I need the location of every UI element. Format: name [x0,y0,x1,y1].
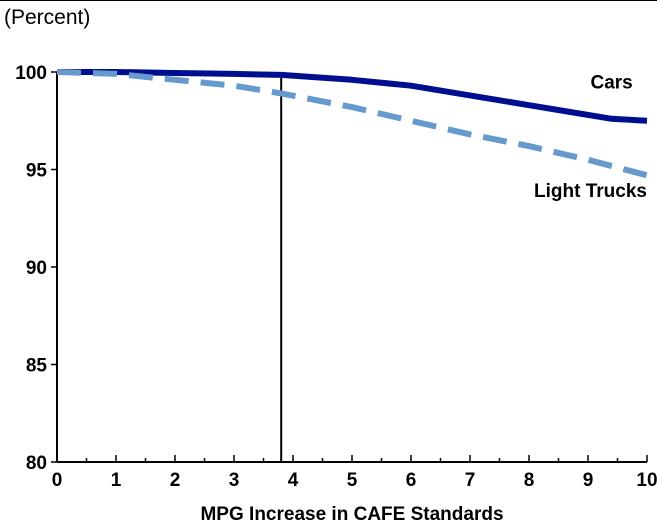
y-tick-label: 100 [15,63,47,84]
top-rule [0,0,657,1]
y-tick-label: 95 [26,161,48,182]
x-tick-label: 5 [347,470,358,491]
x-tick-label: 2 [170,470,181,491]
tick-labels: 0 1 2 3 4 5 6 7 8 9 10 80 85 90 95 100 [15,63,657,491]
x-tick-label: 6 [406,470,417,491]
y-tick-label: 80 [26,453,47,474]
series-line-cars [57,69,648,124]
series-line-light-trucks [56,69,648,179]
unit-label: (Percent) [4,6,91,29]
x-tick-label: 10 [636,470,657,491]
x-tick-label: 4 [288,470,299,491]
x-axis-title: MPG Increase in CAFE Standards [200,504,503,525]
y-tick-label: 85 [26,356,48,377]
x-tick-label: 7 [465,470,476,491]
x-tick-label: 3 [229,470,240,491]
chart-axes [51,71,648,463]
series-label-cars: Cars [590,73,632,94]
x-tick-label: 9 [583,470,594,491]
x-tick-label: 8 [524,470,535,491]
y-tick-label: 90 [26,258,47,279]
series-lines [56,69,648,179]
x-tick-label: 0 [52,470,63,491]
series-label-light-trucks: Light Trucks [534,181,647,202]
x-tick-label: 1 [111,470,122,491]
series-labels: Cars Light Trucks [534,73,647,202]
